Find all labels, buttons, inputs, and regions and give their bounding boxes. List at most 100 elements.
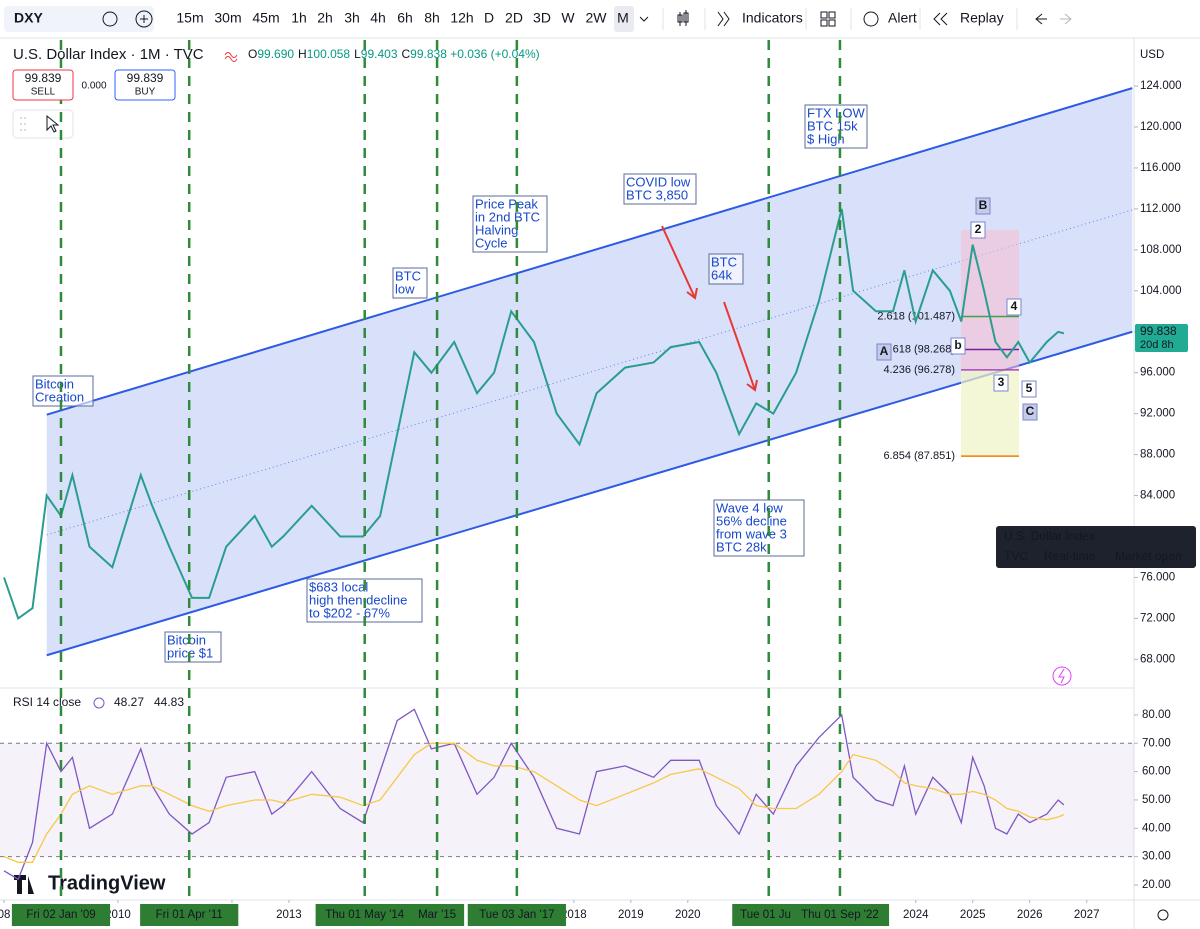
channel-upper bbox=[46, 87, 1133, 416]
ohlc-legend: O99.690 H100.058 L99.403 C99.838 +0.036 (+0… bbox=[248, 47, 540, 61]
wave-label: A bbox=[880, 344, 889, 358]
annotation-text: 64k bbox=[711, 267, 732, 282]
chart-type-icon[interactable] bbox=[677, 10, 689, 26]
replay-button[interactable]: Replay bbox=[960, 10, 1004, 26]
interval-menu[interactable] bbox=[639, 16, 649, 22]
interval-button[interactable]: 1h bbox=[291, 10, 307, 26]
wave-box bbox=[970, 221, 986, 239]
ohlc-key: O bbox=[248, 47, 257, 61]
annotation-text: Wave 4 low bbox=[716, 500, 783, 515]
interval-button[interactable]: 30m bbox=[214, 10, 241, 26]
price-tag bbox=[1135, 324, 1188, 352]
symbol-search[interactable] bbox=[4, 6, 154, 32]
y-tick-label: 124.000 bbox=[1140, 80, 1182, 92]
fib-label: 4.236 (96.278) bbox=[883, 364, 955, 376]
annotation-text: low bbox=[395, 281, 415, 296]
annotation-box bbox=[804, 104, 868, 149]
lightning-icon[interactable] bbox=[1052, 666, 1072, 686]
interval-button[interactable]: 6h bbox=[397, 10, 413, 26]
annotation-text: FTX LOW bbox=[807, 105, 866, 120]
alert-button[interactable]: Alert bbox=[888, 10, 917, 26]
rsi-tick-label: 40.00 bbox=[1142, 822, 1171, 834]
rsi-tick-label: 30.00 bbox=[1142, 851, 1171, 863]
interval-button[interactable]: M bbox=[617, 10, 629, 26]
alert-icon bbox=[863, 11, 879, 27]
y-tick-label: 88.000 bbox=[1140, 449, 1175, 461]
annotation-text: in 2nd BTC bbox=[475, 209, 540, 224]
x-tick-label: 2019 bbox=[618, 909, 644, 921]
symbol-menu-icon[interactable] bbox=[102, 11, 118, 27]
annotation-box bbox=[623, 173, 697, 205]
redo-icon[interactable] bbox=[1060, 13, 1072, 25]
date-label: Tue 01 Jun bbox=[740, 909, 797, 921]
rsi-tick-label: 60.00 bbox=[1142, 766, 1171, 778]
interval-button[interactable]: 4h bbox=[370, 10, 386, 26]
wave-box bbox=[975, 197, 991, 215]
date-label-bg bbox=[11, 904, 111, 926]
rsi-tick-label: 80.00 bbox=[1142, 709, 1171, 721]
interval-button[interactable]: 45m bbox=[252, 10, 279, 26]
date-label: Thu 01 May '14 bbox=[325, 909, 405, 921]
interval-button[interactable]: 12h bbox=[450, 10, 473, 26]
date-label-bg bbox=[315, 904, 414, 926]
buy-button[interactable] bbox=[114, 69, 176, 101]
annotation-text: Price Peak bbox=[475, 196, 538, 211]
annotation-text: Bitcoin bbox=[35, 376, 74, 391]
tooltip bbox=[996, 526, 1196, 568]
compare-plus bbox=[140, 15, 148, 23]
x-tick-label: 2025 bbox=[960, 909, 986, 921]
interval-button[interactable]: 3h bbox=[344, 10, 360, 26]
annotation-text: to $202 - 67% bbox=[309, 605, 390, 620]
interval-button[interactable]: 2W bbox=[586, 10, 608, 26]
fib-label: 3.618 (98.268) bbox=[883, 343, 955, 355]
rsi-ma-line bbox=[3, 742, 1065, 863]
rsi-tick-label: 50.00 bbox=[1142, 794, 1171, 806]
compare-icon[interactable] bbox=[135, 10, 153, 28]
wave-box bbox=[1006, 298, 1022, 316]
drawing-toolbar[interactable] bbox=[12, 109, 74, 139]
annotation-text: Bitcoin bbox=[167, 632, 206, 647]
annotation-box bbox=[472, 195, 548, 253]
annotation-text: BTC 15k bbox=[807, 118, 858, 133]
y-tick-label: 72.000 bbox=[1140, 612, 1175, 624]
realtime-icon bbox=[224, 52, 238, 62]
date-label-bg bbox=[140, 904, 239, 926]
interval-button[interactable]: 3D bbox=[533, 10, 551, 26]
date-label-bg bbox=[732, 904, 806, 926]
y-tick-label: 104.000 bbox=[1140, 285, 1182, 297]
cursor-icon[interactable] bbox=[46, 114, 60, 133]
interval-button[interactable]: 15m bbox=[176, 10, 203, 26]
interval-button[interactable]: 8h bbox=[424, 10, 440, 26]
logo-text: TradingView bbox=[48, 872, 166, 894]
replay-icon bbox=[933, 12, 948, 26]
x-tick-label: 2010 bbox=[105, 909, 131, 921]
rsi-line bbox=[3, 708, 1065, 881]
wave-label: 4 bbox=[1011, 299, 1018, 313]
chart-title: U.S. Dollar Index · 1M · TVC bbox=[13, 46, 204, 63]
interval-button[interactable]: W bbox=[561, 10, 575, 26]
tooltip-name: U.S. Dollar Index bbox=[1004, 529, 1095, 543]
annotation-arrow bbox=[661, 225, 696, 299]
undo-icon[interactable] bbox=[1035, 13, 1047, 25]
annotation-text: high then decline bbox=[309, 592, 407, 607]
rsi-ma-value: 44.83 bbox=[154, 695, 184, 709]
date-label: Thu 01 Sep '22 bbox=[801, 909, 879, 921]
interval-button[interactable]: 2h bbox=[317, 10, 333, 26]
price-tag-countdown: 20d 8h bbox=[1140, 339, 1174, 351]
interval-button[interactable]: 2D bbox=[505, 10, 523, 26]
interval-button[interactable]: D bbox=[484, 10, 494, 26]
y-tick-label: 76.000 bbox=[1140, 571, 1175, 583]
sell-button[interactable] bbox=[12, 69, 74, 101]
annotation-text: BTC bbox=[395, 268, 421, 283]
price-tag-price: 99.838 bbox=[1140, 324, 1177, 338]
annotation-text: Cycle bbox=[475, 235, 508, 250]
ohlc-key: H bbox=[298, 47, 307, 61]
settings-icon[interactable] bbox=[1157, 909, 1169, 921]
date-label-bg bbox=[410, 904, 465, 926]
indicators-button[interactable]: Indicators bbox=[742, 10, 803, 26]
ohlc-value: 100.058 bbox=[307, 47, 351, 61]
layout-icon[interactable] bbox=[820, 11, 836, 27]
channel-lower bbox=[46, 330, 1133, 657]
ohlc-value: 99.690 bbox=[257, 47, 294, 61]
